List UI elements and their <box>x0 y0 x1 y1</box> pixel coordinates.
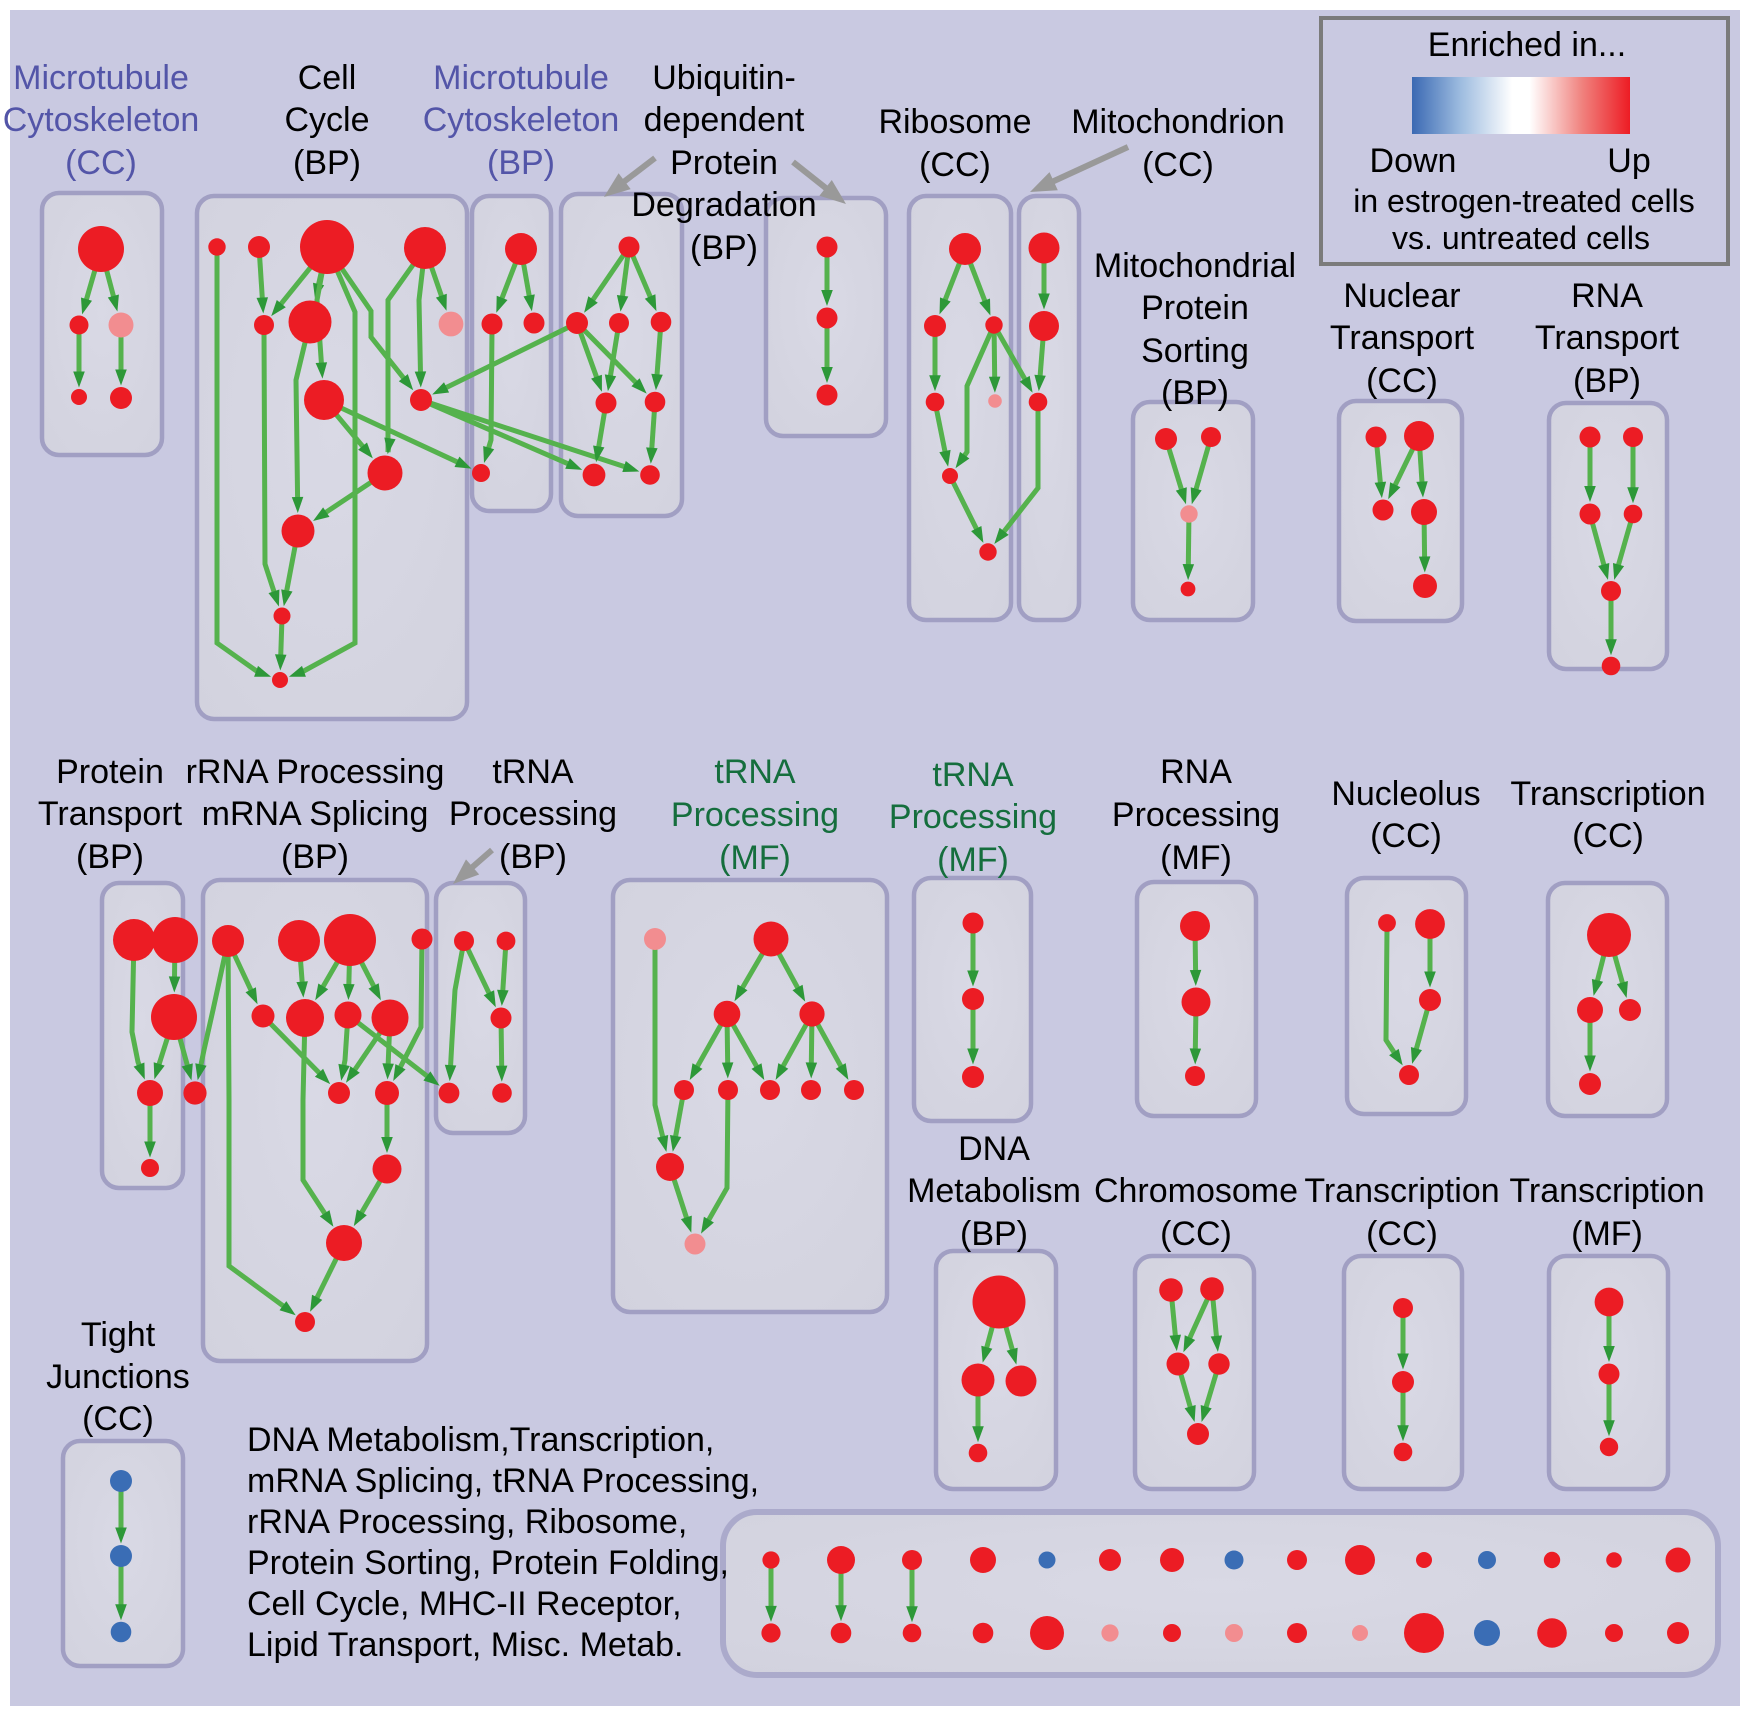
svg-text:Lipid Transport, Misc. Metab.: Lipid Transport, Misc. Metab. <box>247 1626 684 1664</box>
svg-text:Enriched in...: Enriched in... <box>1428 26 1626 64</box>
svg-text:mRNA Splicing, tRNA Processing: mRNA Splicing, tRNA Processing, <box>247 1462 759 1500</box>
svg-text:rRNA Processing: rRNA Processing <box>186 753 445 791</box>
svg-text:Processing: Processing <box>889 798 1057 836</box>
svg-text:Transcription: Transcription <box>1510 775 1705 813</box>
svg-text:Cycle: Cycle <box>284 101 369 139</box>
svg-text:(BP): (BP) <box>499 838 567 876</box>
svg-text:(CC): (CC) <box>1142 146 1214 184</box>
svg-text:tRNA: tRNA <box>932 756 1014 794</box>
svg-text:Mitochondrial: Mitochondrial <box>1094 247 1296 285</box>
svg-text:Transcription: Transcription <box>1304 1172 1499 1210</box>
svg-text:Degradation: Degradation <box>631 186 816 224</box>
svg-text:RNA: RNA <box>1571 277 1643 315</box>
svg-text:(CC): (CC) <box>1366 362 1438 400</box>
svg-text:(CC): (CC) <box>1366 1215 1438 1253</box>
svg-text:(BP): (BP) <box>76 838 144 876</box>
svg-text:(MF): (MF) <box>937 841 1009 879</box>
svg-text:Cytoskeleton: Cytoskeleton <box>423 101 620 139</box>
svg-text:Cytoskeleton: Cytoskeleton <box>3 101 200 139</box>
svg-text:(BP): (BP) <box>1573 362 1641 400</box>
svg-text:dependent: dependent <box>644 101 805 139</box>
svg-text:(MF): (MF) <box>719 839 791 877</box>
svg-text:Transcription: Transcription <box>1509 1172 1704 1210</box>
svg-text:Metabolism: Metabolism <box>907 1172 1081 1210</box>
svg-text:Protein: Protein <box>1141 289 1249 327</box>
svg-text:Microtubule: Microtubule <box>13 59 189 97</box>
svg-text:Protein: Protein <box>56 753 164 791</box>
svg-text:(CC): (CC) <box>1370 817 1442 855</box>
svg-text:(BP): (BP) <box>487 144 555 182</box>
svg-text:(MF): (MF) <box>1571 1215 1643 1253</box>
svg-text:Mitochondrion: Mitochondrion <box>1071 103 1285 141</box>
svg-text:Tight: Tight <box>81 1316 156 1354</box>
svg-text:Protein: Protein <box>670 144 778 182</box>
svg-text:Chromosome: Chromosome <box>1094 1172 1298 1210</box>
svg-text:vs. untreated cells: vs. untreated cells <box>1392 220 1650 256</box>
svg-text:Transport: Transport <box>1330 319 1475 357</box>
svg-text:(CC): (CC) <box>919 146 991 184</box>
svg-text:(BP): (BP) <box>281 838 349 876</box>
svg-text:(BP): (BP) <box>690 229 758 267</box>
svg-text:(CC): (CC) <box>1572 817 1644 855</box>
svg-text:Junctions: Junctions <box>46 1358 190 1396</box>
svg-text:Transport: Transport <box>1535 319 1680 357</box>
svg-text:Processing: Processing <box>449 795 617 833</box>
svg-text:Nucleolus: Nucleolus <box>1331 775 1480 813</box>
svg-text:Ubiquitin-: Ubiquitin- <box>652 59 796 97</box>
svg-text:Transport: Transport <box>38 795 183 833</box>
svg-text:(CC): (CC) <box>65 144 137 182</box>
svg-text:Processing: Processing <box>1112 796 1280 834</box>
svg-text:Protein Sorting, Protein Foldi: Protein Sorting, Protein Folding, <box>247 1544 729 1582</box>
svg-text:DNA Metabolism,Transcription,: DNA Metabolism,Transcription, <box>247 1421 714 1459</box>
svg-text:Cell Cycle, MHC-II Receptor,: Cell Cycle, MHC-II Receptor, <box>247 1585 682 1623</box>
svg-text:tRNA: tRNA <box>492 753 574 791</box>
svg-text:Nuclear: Nuclear <box>1343 277 1460 315</box>
svg-text:Sorting: Sorting <box>1141 332 1249 370</box>
svg-text:(BP): (BP) <box>293 144 361 182</box>
svg-text:(BP): (BP) <box>1161 374 1229 412</box>
svg-text:Microtubule: Microtubule <box>433 59 609 97</box>
svg-text:rRNA Processing, Ribosome,: rRNA Processing, Ribosome, <box>247 1503 687 1541</box>
svg-text:DNA: DNA <box>958 1130 1030 1168</box>
svg-text:Processing: Processing <box>671 796 839 834</box>
svg-text:in estrogen-treated cells: in estrogen-treated cells <box>1353 183 1695 219</box>
svg-text:(MF): (MF) <box>1160 839 1232 877</box>
svg-text:Cell: Cell <box>298 59 357 97</box>
svg-text:tRNA: tRNA <box>714 753 796 791</box>
svg-text:(CC): (CC) <box>82 1400 154 1438</box>
svg-text:(CC): (CC) <box>1160 1215 1232 1253</box>
svg-text:Ribosome: Ribosome <box>878 103 1031 141</box>
svg-text:(BP): (BP) <box>960 1215 1028 1253</box>
svg-text:mRNA Splicing: mRNA Splicing <box>202 795 429 833</box>
svg-text:Up: Up <box>1607 142 1650 180</box>
svg-text:RNA: RNA <box>1160 753 1232 791</box>
svg-text:Down: Down <box>1370 142 1457 180</box>
